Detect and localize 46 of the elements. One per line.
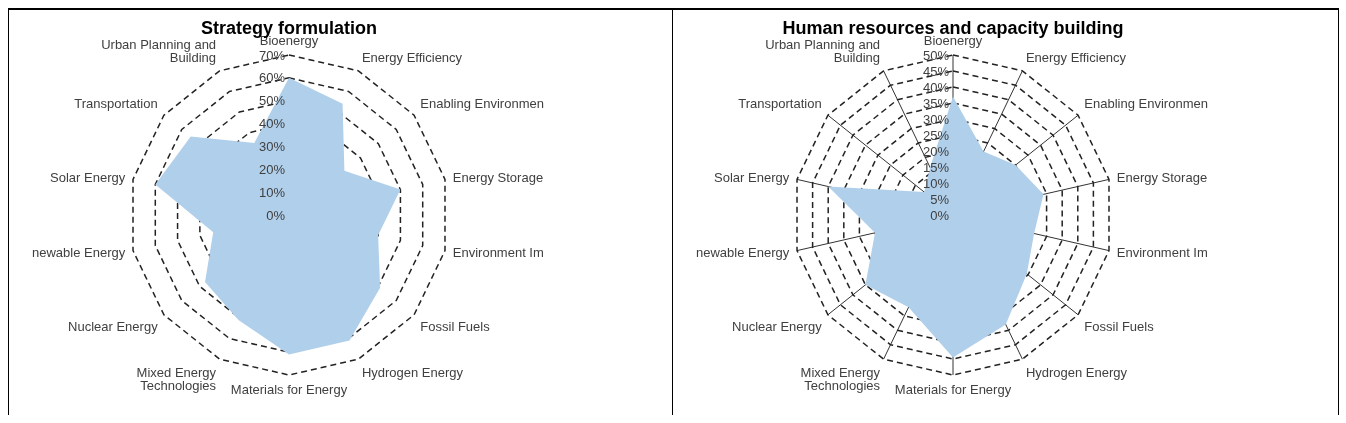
spoke-label: newable Energy: [695, 244, 790, 260]
y-tick-label: 40%: [258, 116, 286, 132]
spoke-label: Hydrogen Energy: [1025, 365, 1128, 381]
spoke-label: Energy Storage: [452, 170, 544, 186]
y-tick-label: 20%: [922, 143, 950, 159]
spoke-label: Enabling Environmen: [1084, 96, 1208, 112]
spoke-label: Solar Energy: [714, 170, 790, 186]
y-tick-label: 40%: [922, 79, 950, 95]
spoke-label: Environment Im: [1116, 244, 1208, 260]
spoke-label: Nuclear Energy: [68, 318, 159, 334]
y-tick-label: 25%: [922, 127, 950, 143]
y-tick-label: 45%: [922, 63, 950, 79]
y-tick-label: 20%: [258, 161, 286, 177]
y-tick-label: 30%: [258, 138, 286, 154]
spoke-label: Solar Energy: [50, 170, 126, 186]
y-tick-label: 35%: [922, 95, 950, 111]
spoke-label: Mixed Energy Technologies: [136, 365, 217, 394]
spoke-label: Materials for Energy: [230, 382, 348, 397]
y-tick-label: 30%: [922, 111, 950, 127]
spoke-label: Hydrogen Energy: [361, 365, 464, 381]
y-tick-label: 70%: [258, 47, 286, 63]
spoke-label: Materials for Energy: [894, 382, 1012, 397]
spoke-label: Transportation: [74, 96, 158, 112]
y-tick-label: 10%: [922, 175, 950, 191]
spoke-label: Urban Planning and Building: [101, 36, 217, 65]
spoke-label: Energy Storage: [1116, 170, 1208, 186]
y-tick-label: 50%: [922, 47, 950, 63]
spoke-label: Energy Efficiency: [361, 49, 463, 65]
spoke-label: Environment Im: [452, 244, 544, 260]
y-tick-label: 60%: [258, 70, 286, 86]
spoke-label: Urban Planning and Building: [765, 36, 881, 65]
spoke-label: Mixed Energy Technologies: [800, 365, 881, 394]
y-tick-label: 5%: [930, 191, 950, 207]
y-tick-label: 10%: [258, 184, 286, 200]
y-tick-label: 0%: [266, 207, 286, 223]
spoke-label: Enabling Environmen: [420, 96, 544, 112]
y-tick-label: 50%: [258, 93, 286, 109]
y-tick-label: 0%: [930, 207, 950, 223]
y-tick-label: 15%: [922, 159, 950, 175]
spoke-label: Fossil Fuels: [420, 318, 491, 334]
spoke-label: Fossil Fuels: [1084, 318, 1155, 334]
spoke-label: newable Energy: [31, 244, 126, 260]
spoke-label: Energy Efficiency: [1025, 49, 1127, 65]
spoke-label: Transportation: [738, 96, 822, 112]
spoke-label: Bioenergy: [923, 33, 983, 48]
spoke-label: Nuclear Energy: [732, 318, 823, 334]
